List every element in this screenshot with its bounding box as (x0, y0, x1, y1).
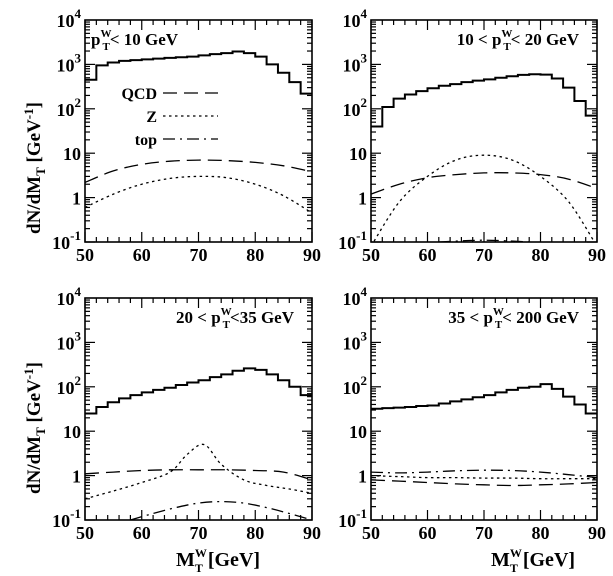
y-tick-label: 104 (343, 6, 368, 31)
curve-z (85, 443, 312, 500)
x-tick-label: 90 (588, 245, 606, 265)
y-tick-label: 102 (343, 373, 368, 398)
y-axis-label-top: dN/dMT [GeV-1] (21, 102, 48, 234)
x-tick-label: 70 (190, 523, 208, 543)
panel-title: 35 < pW T< 200 GeV (448, 306, 579, 331)
y-tick-label: 102 (343, 95, 368, 120)
panel-title: pW T< 10 GeV (91, 28, 179, 53)
plot-frame (370, 19, 598, 243)
y-tick-label: 10-1 (338, 228, 367, 253)
x-tick-label: 80 (532, 523, 550, 543)
y-tick-label: 10 (63, 144, 81, 164)
x-tick-label: 60 (133, 245, 151, 265)
x-tick-label: 90 (303, 245, 321, 265)
y-tick-label: 10 (349, 422, 367, 442)
x-tick-label: 60 (419, 523, 437, 543)
x-tick-label: 60 (419, 245, 437, 265)
y-tick-label: 104 (343, 284, 368, 309)
x-tick-label: 80 (246, 245, 264, 265)
y-tick-label: 103 (57, 50, 82, 75)
y-tick-label: 10 (349, 144, 367, 164)
histogram-data (85, 367, 312, 415)
x-axis-label-left: MW T [GeV] (176, 546, 260, 575)
histogram-data (371, 73, 597, 128)
x-tick-label: 50 (76, 523, 94, 543)
legend-label-qcd: QCD (121, 86, 157, 103)
panel-title: 20 < pW T<35 GeV (176, 306, 295, 331)
y-tick-label: 10-1 (52, 506, 81, 531)
y-tick-label: 1 (72, 189, 81, 209)
x-tick-label: 70 (475, 523, 493, 543)
plot-frame (370, 297, 598, 521)
y-tick-label: 1 (358, 189, 367, 209)
x-tick-label: 70 (475, 245, 493, 265)
x-tick-label: 70 (190, 245, 208, 265)
y-tick-label: 102 (57, 373, 82, 398)
legend: QCD Z top (121, 86, 218, 149)
curve-qcd (371, 172, 597, 195)
x-tick-label: 90 (588, 523, 606, 543)
y-tick-label: 10 (63, 422, 81, 442)
legend-label-top: top (135, 132, 157, 149)
x-tick-label: 50 (362, 523, 380, 543)
x-tick-label: 90 (303, 523, 321, 543)
curve-top (371, 469, 597, 479)
x-tick-label: 50 (76, 245, 94, 265)
curve-z (85, 175, 312, 214)
plot-frame (84, 19, 313, 243)
curve-qcd (85, 469, 312, 481)
y-tick-label: 102 (57, 95, 82, 120)
curve-z (372, 154, 596, 242)
y-tick-label: 10-1 (338, 506, 367, 531)
legend-label-z: Z (146, 109, 157, 126)
x-tick-label: 80 (246, 523, 264, 543)
y-tick-label: 103 (343, 50, 368, 75)
curve-z (371, 474, 597, 480)
y-axis-label-bottom: dN/dMT [GeV-1] (21, 362, 48, 494)
y-tick-label: 103 (343, 328, 368, 353)
y-tick-label: 10-1 (52, 228, 81, 253)
curve-qcd (371, 479, 597, 487)
curve-qcd (85, 159, 312, 184)
curve-top (130, 500, 312, 520)
x-tick-label: 80 (532, 245, 550, 265)
x-axis-label-right: MW T [GeV] (491, 546, 575, 575)
panel-title: 10 < pW T< 20 GeV (457, 28, 580, 53)
x-tick-label: 60 (133, 523, 151, 543)
histogram-data (85, 50, 312, 95)
histogram-data (371, 383, 597, 415)
y-tick-label: 103 (57, 328, 82, 353)
y-tick-label: 1 (358, 467, 367, 487)
y-tick-label: 104 (57, 284, 82, 309)
y-tick-label: 1 (72, 467, 81, 487)
y-tick-label: 104 (57, 6, 82, 31)
x-tick-label: 50 (362, 245, 380, 265)
